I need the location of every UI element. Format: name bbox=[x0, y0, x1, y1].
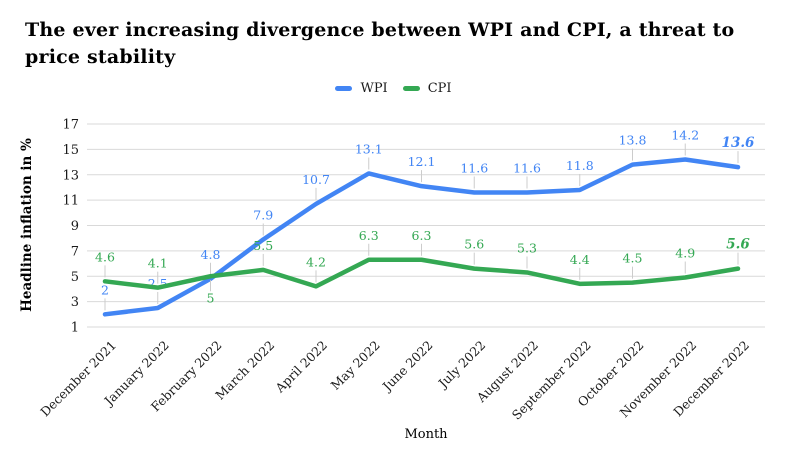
wpi-series-swatch bbox=[335, 86, 353, 91]
data-label: 6.3 bbox=[412, 228, 432, 243]
data-label: 5.6 bbox=[726, 237, 750, 253]
data-label: 13.8 bbox=[619, 133, 647, 148]
data-label: 5.6 bbox=[464, 237, 484, 252]
data-label: 6.3 bbox=[359, 228, 379, 243]
data-label: 4.1 bbox=[148, 256, 168, 271]
data-label: 5 bbox=[207, 290, 215, 305]
chart-legend: WPI CPI bbox=[0, 81, 787, 96]
y-tick-label: 9 bbox=[71, 219, 79, 234]
legend-label-cpi: CPI bbox=[427, 81, 452, 96]
legend-item-wpi: WPI bbox=[335, 81, 388, 96]
data-label: 7.9 bbox=[253, 207, 273, 222]
data-label: 14.2 bbox=[671, 128, 699, 143]
x-tick-label: May 2022 bbox=[328, 338, 383, 393]
y-tick-label: 1 bbox=[71, 321, 79, 336]
y-tick-label: 13 bbox=[62, 168, 79, 183]
x-axis-title: Month bbox=[404, 427, 448, 442]
data-label: 13.1 bbox=[355, 141, 383, 156]
y-tick-label: 11 bbox=[62, 194, 79, 209]
data-label: 11.6 bbox=[513, 161, 541, 176]
x-tick-label: December 2021 bbox=[37, 338, 119, 420]
data-label: 5.3 bbox=[517, 240, 537, 255]
data-label: 4.8 bbox=[201, 247, 221, 262]
y-axis-title: Headline inflation in % bbox=[19, 138, 35, 312]
y-tick-label: 17 bbox=[62, 118, 79, 133]
x-tick-label: April 2022 bbox=[272, 338, 331, 397]
data-label: 11.8 bbox=[566, 158, 594, 173]
data-label: 5.5 bbox=[253, 238, 273, 253]
cpi-line bbox=[102, 257, 741, 290]
legend-item-cpi: CPI bbox=[402, 81, 452, 96]
x-tick-label: June 2022 bbox=[378, 338, 435, 395]
y-tick-label: 3 bbox=[71, 295, 79, 310]
wpi-line bbox=[102, 157, 741, 317]
chart-title: The ever increasing divergence between W… bbox=[25, 19, 735, 68]
data-label: 4.2 bbox=[306, 254, 326, 269]
y-tick-label: 15 bbox=[62, 143, 79, 158]
data-label: 4.9 bbox=[675, 246, 695, 261]
data-label: 2 bbox=[101, 282, 109, 297]
data-label: 4.6 bbox=[95, 249, 115, 264]
data-label: 4.5 bbox=[623, 251, 643, 266]
data-label: 11.6 bbox=[460, 161, 488, 176]
y-tick-label: 7 bbox=[71, 244, 79, 259]
data-label: 12.1 bbox=[408, 154, 436, 169]
data-label: 13.6 bbox=[722, 135, 755, 151]
x-tick-label: July 2022 bbox=[434, 338, 488, 392]
data-label: 10.7 bbox=[302, 172, 330, 187]
y-tick-label: 5 bbox=[71, 270, 79, 285]
legend-label-wpi: WPI bbox=[360, 81, 388, 96]
data-label: 4.4 bbox=[570, 252, 590, 267]
cpi-series-swatch bbox=[402, 86, 420, 91]
